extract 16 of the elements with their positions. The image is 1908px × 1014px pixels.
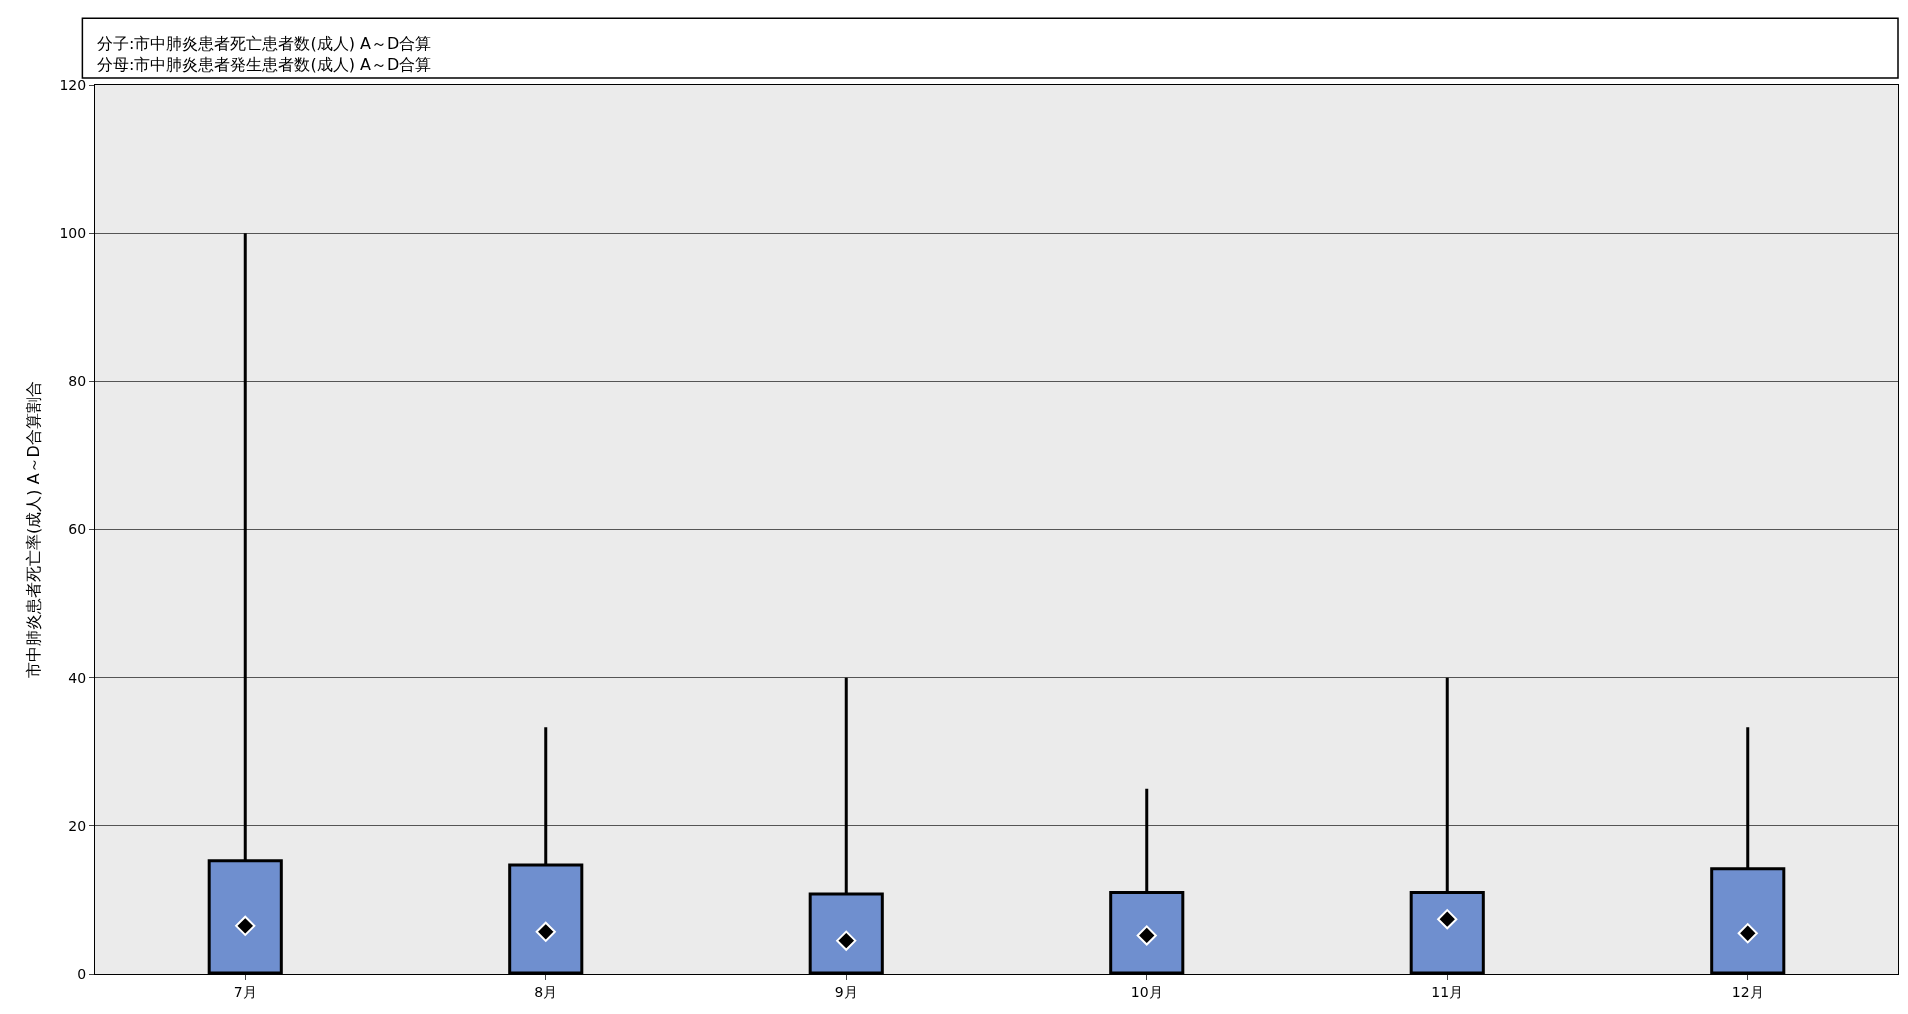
y-tick-label: 60 [68,521,87,538]
x-tick-label: 7月 [233,983,257,1000]
x-tick-label: 8月 [534,983,558,1000]
x-tick-label: 9月 [834,983,858,1000]
x-tick-label: 11月 [1431,983,1464,1000]
y-axis-title: 市中肺炎患者死亡率(成人) A～D合算割合 [24,381,44,678]
x-tick-label: 12月 [1731,983,1764,1000]
y-tick-label: 20 [68,817,87,834]
y-tick-label: 100 [59,225,87,242]
y-tick-label: 40 [68,669,87,686]
y-tick-label: 120 [59,76,87,93]
y-tick-label: 0 [77,965,87,982]
text: 分母:市中肺炎患者発生患者数(成人) A～D合算 [97,54,432,74]
y-tick-label: 80 [68,373,87,390]
x-tick-label: 10月 [1130,983,1163,1000]
text: 分子:市中肺炎患者死亡患者数(成人) A～D合算 [97,34,432,53]
